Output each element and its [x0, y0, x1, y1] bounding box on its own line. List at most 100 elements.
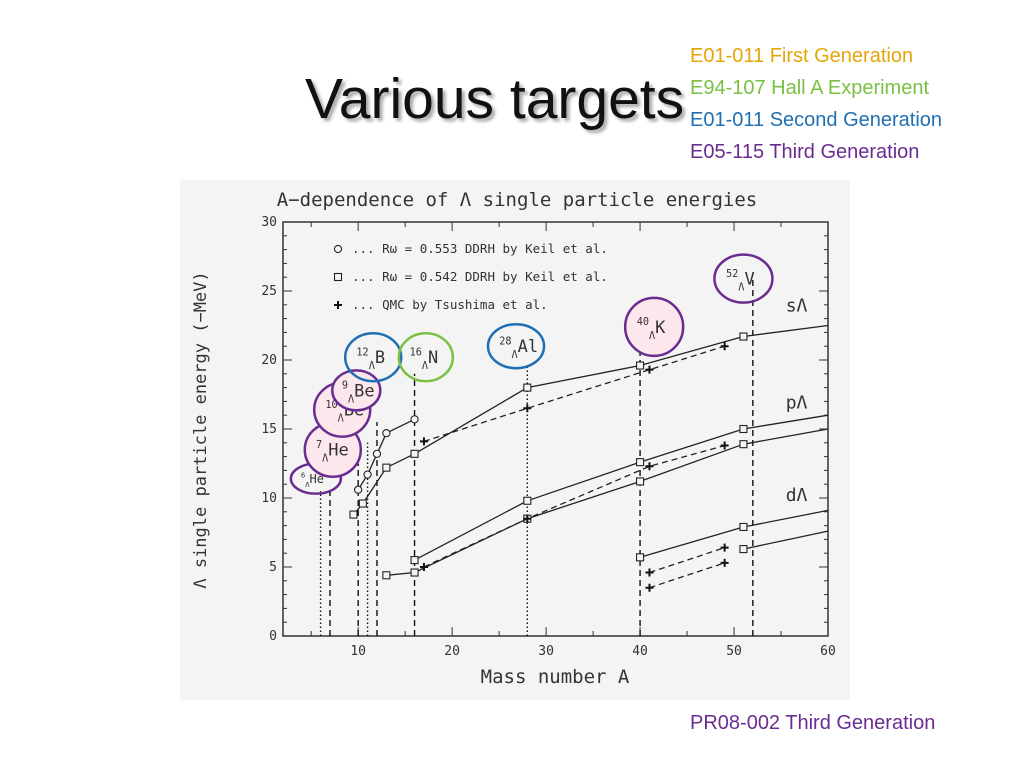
- y-tick-label: 30: [261, 215, 277, 230]
- legend-item-e01-011-first: E01-011 First Generation: [690, 45, 914, 67]
- series-line: [423, 345, 725, 443]
- x-tick-label: 20: [444, 644, 460, 659]
- nucleus-element-symbol: V: [744, 270, 754, 290]
- experiment-legend: E01-011 First Generation E94-107 Hall A …: [690, 40, 942, 168]
- y-tick-label: 20: [261, 353, 277, 368]
- square-data-point: [636, 361, 645, 370]
- square-data-point: [349, 510, 358, 519]
- nucleus-mass-number: 6: [301, 470, 305, 479]
- x-axis-label: Mass number A: [481, 666, 630, 688]
- nucleus-label: 9ΛBe: [342, 381, 375, 406]
- square-data-point: [636, 553, 645, 562]
- nucleus-element-symbol: He: [328, 441, 348, 461]
- nucleus-label: 6ΛHe: [301, 470, 324, 489]
- nucleus-element-symbol: He: [310, 472, 324, 486]
- square-data-point: [739, 522, 748, 532]
- circle-data-point: [382, 428, 391, 438]
- legend-item-e94-107: E94-107 Hall A Experiment: [690, 77, 930, 99]
- nucleus-lambda-subscript: Λ: [422, 361, 428, 372]
- y-tick-label: 25: [261, 284, 277, 299]
- nucleus-mass-number: 28: [499, 337, 511, 348]
- square-data-point: [523, 496, 532, 505]
- nucleus-lambda-subscript: Λ: [738, 282, 744, 293]
- nucleus-highlight-ring: [343, 331, 403, 383]
- square-data-point: [358, 499, 367, 508]
- nucleus-highlight-ring: [713, 253, 774, 304]
- nucleus-element-symbol: B: [375, 348, 385, 368]
- plus-data-point: [720, 441, 729, 450]
- y-tick-label: 15: [261, 422, 277, 437]
- nucleus-lambda-subscript: Λ: [369, 361, 375, 372]
- nucleus-mass-number: 52: [726, 269, 738, 280]
- nucleus-mass-number: 16: [410, 348, 422, 359]
- square-data-point: [636, 458, 645, 467]
- shell-label: dΛ: [786, 485, 808, 506]
- square-data-point: [739, 440, 748, 449]
- x-tick-label: 50: [726, 644, 742, 659]
- series-line: [423, 444, 725, 568]
- nucleus-mass-number: 12: [356, 348, 368, 359]
- circle-data-point: [410, 415, 419, 424]
- shell-label: sΛ: [786, 296, 808, 317]
- nucleus-mass-number: 10: [325, 400, 337, 411]
- nucleus-label: 7ΛHe: [316, 440, 349, 465]
- square-data-point: [382, 571, 391, 580]
- nucleus-lambda-subscript: Λ: [649, 331, 655, 342]
- plus-data-point: [419, 563, 428, 571]
- nucleus-label: 40ΛK: [637, 317, 666, 342]
- nucleus-lambda-subscript: Λ: [322, 454, 328, 465]
- series-line: [649, 562, 725, 589]
- plus-data-point: [645, 462, 654, 471]
- square-data-point: [739, 424, 748, 434]
- chart-background: [180, 180, 850, 700]
- plus-data-point: [645, 583, 654, 592]
- nucleus-lambda-subscript: Λ: [512, 350, 518, 361]
- x-tick-label: 60: [820, 644, 836, 659]
- nucleus-highlight-ring: [486, 322, 546, 370]
- nucleus-element-symbol: Be: [354, 381, 374, 401]
- square-data-point: [333, 272, 343, 282]
- nucleus-lambda-subscript: Λ: [305, 480, 310, 489]
- nucleus-lambda-subscript: Λ: [338, 414, 344, 425]
- square-data-point: [410, 556, 419, 565]
- series-line: [386, 428, 829, 576]
- plus-data-point: [720, 342, 729, 351]
- x-tick-label: 30: [538, 644, 554, 659]
- plus-data-point: [419, 437, 428, 446]
- circle-data-point: [333, 244, 343, 254]
- y-tick-label: 10: [261, 491, 277, 506]
- shell-label: pΛ: [786, 392, 808, 413]
- plus-data-point: [720, 543, 729, 552]
- nucleus-lambda-subscript: Λ: [348, 394, 354, 405]
- nucleus-highlight-ring: [623, 296, 685, 358]
- legend-entry-text: ... QMC by Tsushima et al.: [352, 297, 548, 312]
- series-line: [649, 547, 725, 574]
- nucleus-label: 16ΛN: [410, 348, 439, 373]
- legend-entry-text: ... Rω = 0.542 DDRH by Keil et al.: [352, 269, 608, 284]
- plus-data-point: [720, 558, 729, 567]
- circle-data-point: [372, 449, 382, 458]
- series-line: [743, 530, 829, 550]
- nucleus-element-symbol: Al: [518, 337, 538, 357]
- nucleus-label: 52ΛV: [726, 269, 755, 294]
- nucleus-mass-number: 7: [316, 440, 322, 451]
- nucleus-label: 28ΛAl: [499, 337, 538, 362]
- plus-data-point: [645, 568, 654, 577]
- square-data-point: [739, 332, 748, 341]
- legend-item-e05-115: E05-115 Third Generation: [690, 141, 920, 163]
- square-data-point: [523, 383, 532, 392]
- nucleus-mass-number: 40: [637, 317, 649, 328]
- circle-data-point: [363, 470, 372, 479]
- square-data-point: [410, 568, 419, 577]
- energy-chart: A−dependence of Λ single particle energi…: [180, 180, 850, 700]
- nucleus-element-symbol: N: [428, 348, 438, 368]
- nucleus-highlight-ring: [397, 331, 455, 383]
- legend-item-e01-011-second: E01-011 Second Generation: [690, 109, 943, 131]
- footer-note: PR08-002 Third Generation: [690, 712, 936, 734]
- x-tick-label: 10: [350, 644, 366, 659]
- chart-title: A−dependence of Λ single particle energi…: [277, 189, 757, 211]
- square-data-point: [636, 477, 645, 486]
- slide-title: Various targets: [305, 67, 685, 131]
- nucleus-element-symbol: K: [655, 318, 666, 338]
- circle-data-point: [354, 485, 363, 494]
